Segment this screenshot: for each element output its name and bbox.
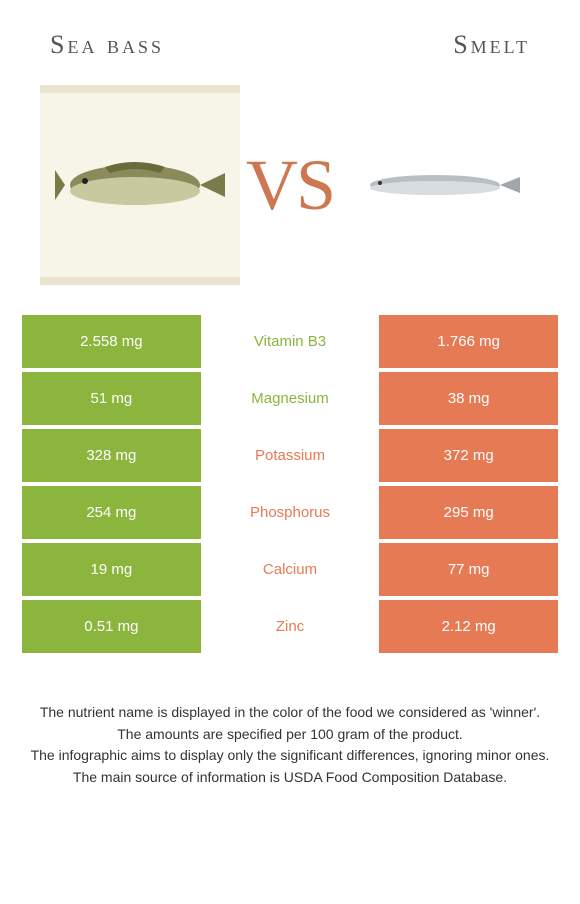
nutrient-table: 2.558 mgVitamin B31.766 mg51 mgMagnesium… (20, 315, 560, 653)
sea-bass-icon (55, 155, 225, 215)
footnote-line: The amounts are specified per 100 gram o… (30, 725, 550, 745)
left-food-title: Sea bass (50, 30, 164, 60)
footnote-line: The infographic aims to display only the… (30, 746, 550, 766)
nutrient-name: Calcium (201, 543, 380, 596)
right-value: 1.766 mg (379, 315, 558, 368)
nutrient-row: 328 mgPotassium372 mg (22, 429, 558, 482)
footnotes: The nutrient name is displayed in the co… (20, 703, 560, 787)
left-value: 0.51 mg (22, 600, 201, 653)
left-value: 51 mg (22, 372, 201, 425)
left-value: 328 mg (22, 429, 201, 482)
nutrient-row: 0.51 mgZinc2.12 mg (22, 600, 558, 653)
nutrient-name: Potassium (201, 429, 380, 482)
nutrient-name: Zinc (201, 600, 380, 653)
vs-label: VS (246, 144, 334, 227)
nutrient-name: Phosphorus (201, 486, 380, 539)
footnote-line: The nutrient name is displayed in the co… (30, 703, 550, 723)
left-value: 2.558 mg (22, 315, 201, 368)
nutrient-row: 19 mgCalcium77 mg (22, 543, 558, 596)
nutrient-name: Vitamin B3 (201, 315, 380, 368)
right-value: 38 mg (379, 372, 558, 425)
right-value: 372 mg (379, 429, 558, 482)
right-value: 77 mg (379, 543, 558, 596)
left-value: 19 mg (22, 543, 201, 596)
footnote-line: The main source of information is USDA F… (30, 768, 550, 788)
nutrient-row: 2.558 mgVitamin B31.766 mg (22, 315, 558, 368)
nutrient-name: Magnesium (201, 372, 380, 425)
nutrient-row: 254 mgPhosphorus295 mg (22, 486, 558, 539)
smelt-icon (360, 165, 520, 205)
nutrient-row: 51 mgMagnesium38 mg (22, 372, 558, 425)
left-value: 254 mg (22, 486, 201, 539)
left-food-image (40, 85, 240, 285)
right-food-title: Smelt (453, 30, 530, 60)
images-row: VS (20, 85, 560, 315)
right-food-image (340, 85, 540, 285)
right-value: 2.12 mg (379, 600, 558, 653)
right-value: 295 mg (379, 486, 558, 539)
